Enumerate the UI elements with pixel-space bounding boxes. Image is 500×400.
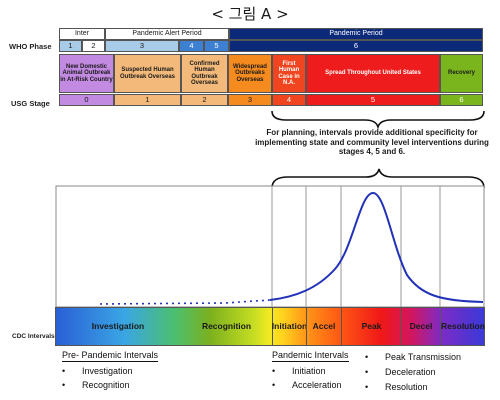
pre-pandemic-item: • Investigation	[62, 366, 133, 376]
who-phase-6: 6	[229, 40, 483, 52]
who-phase-5: 5	[204, 40, 229, 52]
usg-stage-1-number: 1	[114, 94, 181, 106]
pandemic-item: • Deceleration	[365, 367, 436, 377]
legend-item-label: Acceleration	[292, 380, 342, 390]
who-phase-label: WHO Phase	[9, 42, 52, 51]
legend-item-label: Investigation	[82, 366, 133, 376]
usg-stage-5-number: 5	[306, 94, 440, 106]
legend-item-label: Deceleration	[385, 367, 436, 377]
who-phase-1: 1	[59, 40, 82, 52]
who-phase-2: 2	[82, 40, 105, 52]
who-phase-4: 4	[179, 40, 204, 52]
usg-stage-6-number: 6	[440, 94, 483, 106]
pre-pandemic-item: • Recognition	[62, 380, 130, 390]
usg-stage-2-box: Confirmed Human Outbreak Overseas	[181, 54, 228, 93]
usg-stage-4-box: First Human Case in N.A.	[272, 54, 306, 93]
bullet: •	[365, 382, 369, 392]
cdc-interval-decel: Decel	[401, 307, 440, 346]
pandemic-item: • Peak Transmission	[365, 352, 461, 362]
cdc-interval-recognition: Recognition	[201, 321, 252, 332]
who-header-pandemic: Pandemic Period	[229, 28, 483, 40]
usg-stage-6-box: Recovery	[440, 54, 483, 93]
legend-item-label: Peak Transmission	[385, 352, 462, 362]
usg-stage-4-number: 4	[272, 94, 306, 106]
cdc-interval-accel: Accel	[306, 307, 341, 346]
bullet: •	[365, 367, 369, 377]
cdc-intervals-bar	[55, 307, 485, 346]
cdc-interval-resolution: Resolution	[440, 307, 485, 346]
usg-stage-0-box: New Domestic Animal Outbreak in At-Risk …	[59, 54, 114, 93]
who-header-alert: Pandemic Alert Period	[105, 28, 229, 40]
chart-frame	[55, 185, 485, 308]
cdc-interval-peak: Peak	[341, 307, 401, 346]
cdc-interval-initiation: Initiation	[272, 307, 307, 346]
top-brace	[271, 110, 485, 130]
usg-stage-5-box: Spread Throughout United States	[306, 54, 440, 93]
pandemic-heading: Pandemic Intervals	[272, 350, 349, 362]
figure-title: < 그림 A >	[211, 5, 289, 23]
usg-stage-3-box: Widespread Outbreaks Overseas	[228, 54, 272, 93]
bullet: •	[62, 366, 66, 376]
bullet: •	[365, 352, 369, 362]
bullet: •	[272, 366, 276, 376]
usg-stage-3-number: 3	[228, 94, 272, 106]
epidemic-curve	[269, 191, 484, 303]
bullet: •	[62, 380, 66, 390]
who-header-inter: Inter	[59, 28, 105, 40]
pandemic-curve-chart	[55, 185, 485, 308]
usg-stage-0-number: 0	[59, 94, 114, 106]
legend-item-label: Recognition	[82, 380, 130, 390]
cdc-interval-investigation: Investigation	[91, 321, 145, 332]
pandemic-item: • Initiation	[272, 366, 326, 376]
who-phase-3: 3	[105, 40, 179, 52]
usg-stage-1-box: Suspected Human Outbreak Overseas	[114, 54, 181, 93]
legend-item-label: Initiation	[292, 366, 326, 376]
pandemic-item: • Resolution	[365, 382, 428, 392]
legend-item-label: Resolution	[385, 382, 428, 392]
pandemic-item: • Acceleration	[272, 380, 342, 390]
usg-stage-label: USG Stage	[11, 99, 50, 108]
lower-brace	[271, 168, 485, 189]
usg-stage-2-number: 2	[181, 94, 228, 106]
pre-pandemic-heading: Pre- Pandemic Intervals	[62, 350, 159, 362]
planning-note: For planning, intervals provide addition…	[255, 128, 489, 157]
bullet: •	[272, 380, 276, 390]
cdc-intervals-label: CDC Intervals	[12, 333, 55, 340]
